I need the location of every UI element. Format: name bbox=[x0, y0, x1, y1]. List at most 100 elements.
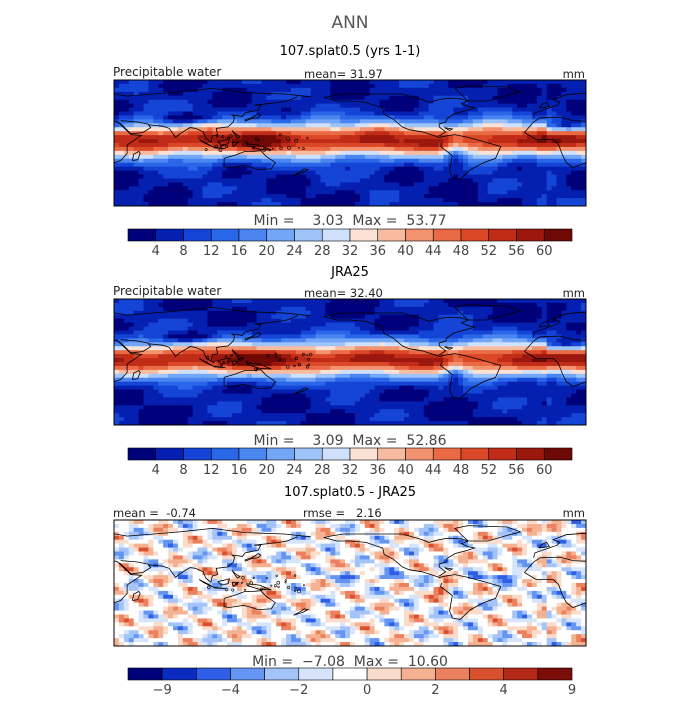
field-cell bbox=[370, 108, 375, 112]
field-cell bbox=[561, 327, 566, 331]
field-cell bbox=[178, 346, 183, 350]
field-cell bbox=[507, 151, 512, 155]
field-cell bbox=[468, 299, 473, 303]
field-cell bbox=[311, 198, 316, 202]
field-cell bbox=[483, 100, 488, 104]
field-cell bbox=[355, 139, 360, 143]
field-cell bbox=[316, 108, 321, 112]
field-cell bbox=[291, 167, 296, 171]
field-cell bbox=[434, 147, 439, 151]
field-cell bbox=[330, 115, 335, 119]
field-cell bbox=[365, 307, 370, 311]
field-cell bbox=[404, 178, 409, 182]
field-cell bbox=[517, 171, 522, 175]
field-cell bbox=[394, 303, 399, 307]
field-cell bbox=[419, 171, 424, 175]
field-cell bbox=[380, 178, 385, 182]
field-cell bbox=[281, 315, 286, 319]
field-cell bbox=[281, 171, 286, 175]
field-cell bbox=[478, 182, 483, 186]
field-cell bbox=[183, 334, 188, 338]
field-cell bbox=[443, 370, 448, 374]
field-cell bbox=[316, 194, 321, 198]
field-cell bbox=[424, 358, 429, 362]
field-cell bbox=[389, 190, 394, 194]
field-cell bbox=[144, 186, 149, 190]
field-cell bbox=[325, 112, 330, 116]
field-cell bbox=[153, 163, 158, 167]
field-cell bbox=[296, 186, 301, 190]
field-cell bbox=[507, 350, 512, 354]
field-cell bbox=[429, 315, 434, 319]
field-cell bbox=[247, 84, 252, 88]
field-cell bbox=[163, 80, 168, 84]
field-cell bbox=[232, 182, 237, 186]
field-cell bbox=[266, 84, 271, 88]
field-cell bbox=[394, 167, 399, 171]
field-cell bbox=[566, 362, 571, 366]
field-cell bbox=[478, 155, 483, 159]
field-cell bbox=[493, 178, 498, 182]
field-cell bbox=[158, 175, 163, 179]
field-cell bbox=[370, 100, 375, 104]
field-cell bbox=[409, 163, 414, 167]
field-cell bbox=[404, 299, 409, 303]
field-cell bbox=[434, 104, 439, 108]
field-cell bbox=[542, 159, 547, 163]
field-cell bbox=[355, 178, 360, 182]
field-cell bbox=[498, 311, 503, 315]
field-cell bbox=[566, 135, 571, 139]
field-cell bbox=[414, 139, 419, 143]
field-cell bbox=[325, 175, 330, 179]
field-cell bbox=[370, 342, 375, 346]
field-cell bbox=[384, 80, 389, 84]
field-cell bbox=[483, 96, 488, 100]
field-cell bbox=[335, 88, 340, 92]
field-cell bbox=[321, 131, 326, 135]
field-cell bbox=[414, 307, 419, 311]
field-cell bbox=[114, 167, 119, 171]
field-cell bbox=[119, 115, 124, 119]
field-cell bbox=[212, 84, 217, 88]
field-cell bbox=[389, 171, 394, 175]
field-cell bbox=[321, 190, 326, 194]
field-cell bbox=[114, 135, 119, 139]
field-cell bbox=[203, 175, 208, 179]
field-cell bbox=[257, 175, 262, 179]
field-cell bbox=[488, 123, 493, 127]
field-cell bbox=[188, 315, 193, 319]
field-cell bbox=[498, 171, 503, 175]
field-cell bbox=[571, 104, 576, 108]
field-cell bbox=[217, 104, 222, 108]
field-cell bbox=[330, 163, 335, 167]
field-cell bbox=[330, 198, 335, 202]
field-cell bbox=[286, 342, 291, 346]
field-cell bbox=[321, 127, 326, 131]
field-cell bbox=[527, 159, 532, 163]
field-cell bbox=[380, 163, 385, 167]
field-cell bbox=[311, 362, 316, 366]
field-cell bbox=[198, 151, 203, 155]
field-cell bbox=[414, 186, 419, 190]
field-cell bbox=[281, 338, 286, 342]
field-cell bbox=[542, 311, 547, 315]
field-cell bbox=[404, 108, 409, 112]
field-cell bbox=[414, 135, 419, 139]
field-cell bbox=[222, 319, 227, 323]
field-cell bbox=[281, 119, 286, 123]
field-cell bbox=[389, 100, 394, 104]
field-cell bbox=[552, 362, 557, 366]
field-cell bbox=[404, 100, 409, 104]
field-cell bbox=[301, 346, 306, 350]
field-cell bbox=[473, 115, 478, 119]
field-cell bbox=[522, 182, 527, 186]
field-cell bbox=[478, 194, 483, 198]
field-cell bbox=[129, 354, 134, 358]
field-cell bbox=[399, 370, 404, 374]
field-cell bbox=[291, 194, 296, 198]
field-cell bbox=[188, 198, 193, 202]
field-cell bbox=[350, 346, 355, 350]
field-cell bbox=[389, 182, 394, 186]
field-cell bbox=[262, 100, 267, 104]
colorbar-swatch bbox=[461, 229, 489, 241]
